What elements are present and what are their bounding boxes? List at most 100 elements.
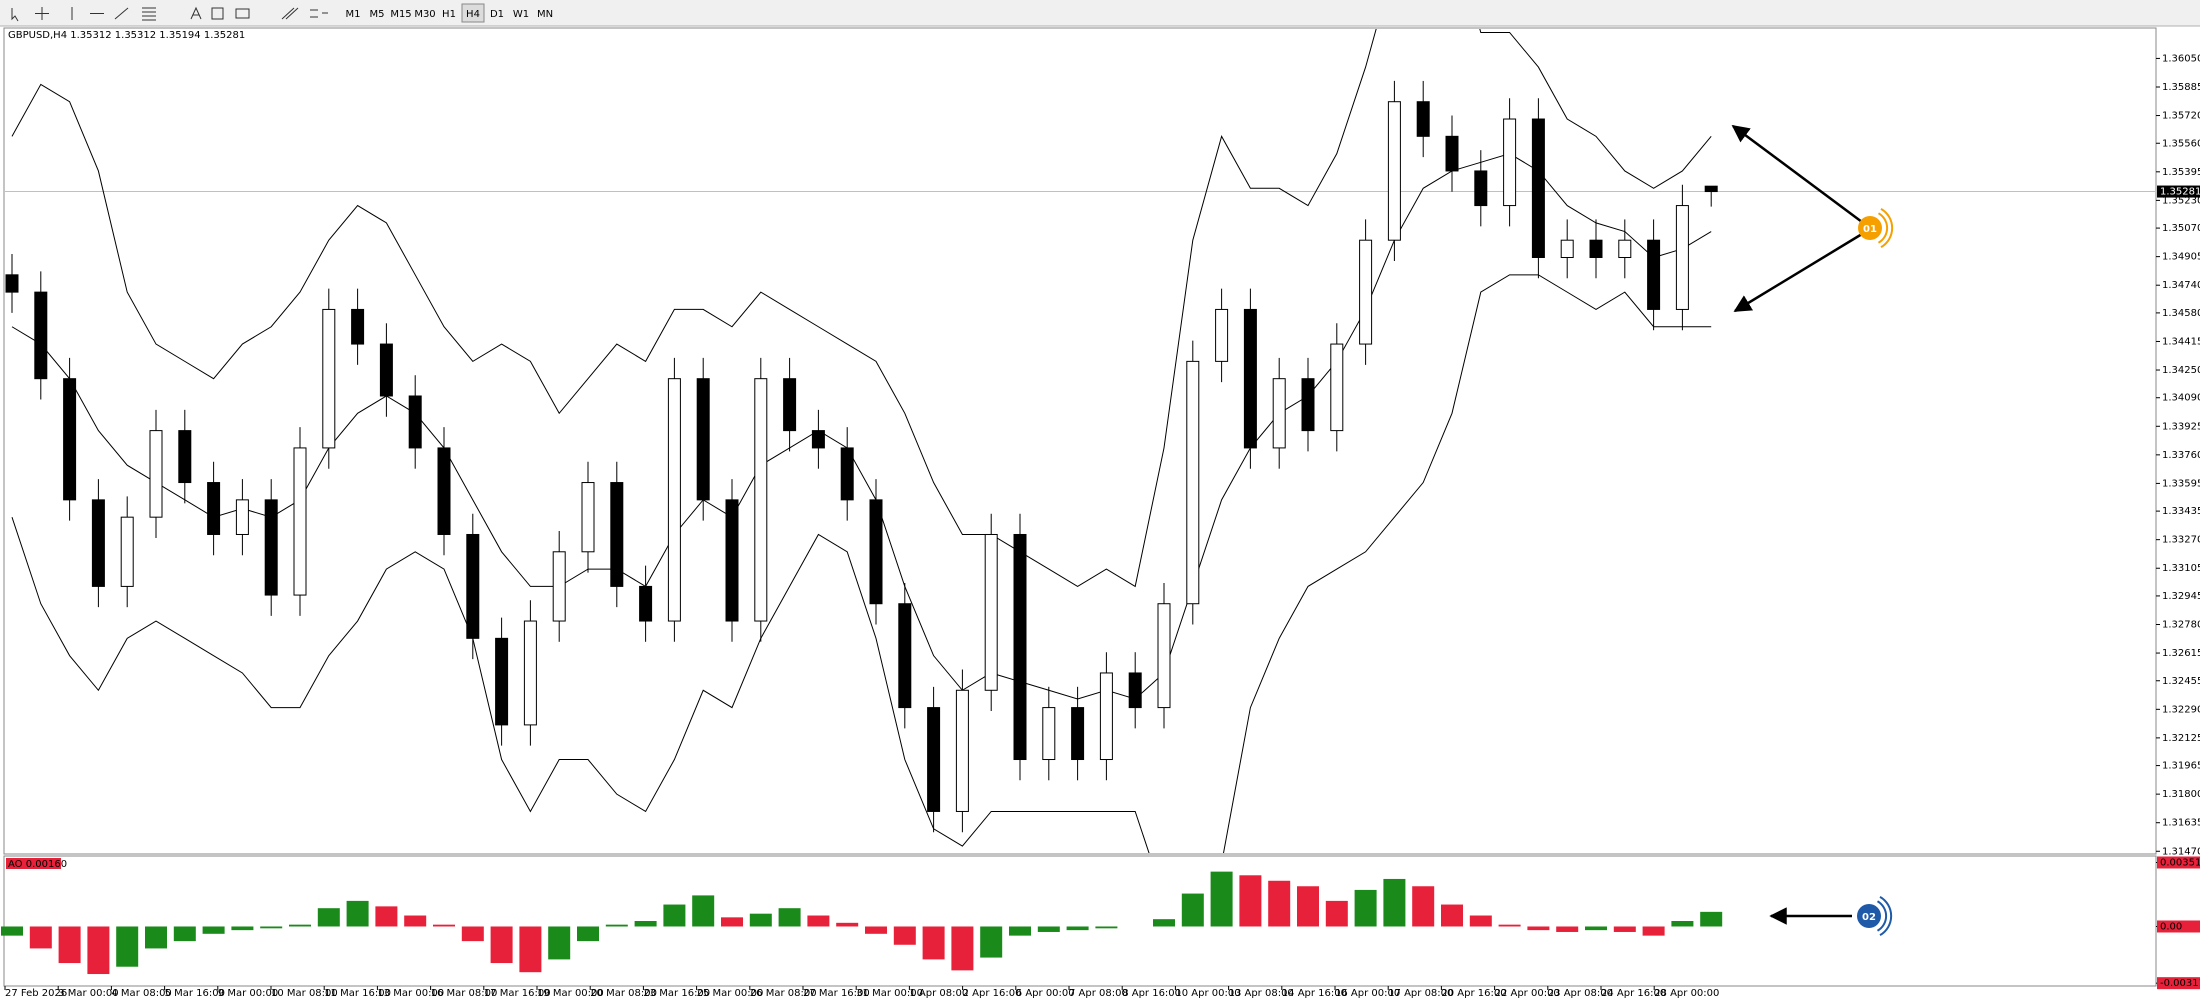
label-tool[interactable] xyxy=(211,7,224,20)
timeframe-button[interactable] xyxy=(510,4,532,22)
y-tick-label: 1.33925 xyxy=(2162,421,2200,432)
histogram-bar xyxy=(807,915,830,927)
histogram-bar xyxy=(87,926,110,975)
y-tick-label: 0.003512 xyxy=(2160,857,2200,868)
candle-body xyxy=(379,343,393,397)
candle-body xyxy=(552,551,566,622)
x-tick-label: 13 Apr 08:00 xyxy=(1229,988,1294,999)
x-tick-label: 1 Apr 08:00 xyxy=(909,988,968,999)
candle-body xyxy=(754,378,768,622)
histogram-bar xyxy=(1527,926,1550,931)
y-tick-label: 1.33435 xyxy=(2162,506,2200,517)
histogram-bar xyxy=(663,904,686,927)
histogram-bar xyxy=(375,906,398,927)
timeframe-label[interactable]: H4 xyxy=(466,9,480,20)
histogram-bar xyxy=(1671,921,1694,927)
cursor-tool[interactable] xyxy=(11,8,19,22)
x-tick-label: 17 Mar 16:00 xyxy=(484,988,551,999)
annotation-badge xyxy=(1858,216,1882,240)
histogram-bar xyxy=(461,926,484,942)
candle-body xyxy=(1099,672,1113,761)
histogram-bar xyxy=(1469,915,1492,927)
candle-body xyxy=(1128,672,1142,709)
timeframe-button[interactable] xyxy=(414,4,436,22)
timeframe-label[interactable]: M1 xyxy=(346,9,361,20)
y-tick-label: 1.33760 xyxy=(2162,450,2200,461)
candle-body xyxy=(1704,185,1718,193)
histogram-bar xyxy=(1700,911,1723,927)
timeframe-label[interactable]: M15 xyxy=(390,9,411,20)
histogram-bar xyxy=(1585,926,1607,931)
text-tool[interactable] xyxy=(190,6,202,20)
candle-body xyxy=(34,291,48,380)
candle-body xyxy=(581,482,595,553)
crosshair-tool[interactable] xyxy=(35,7,49,20)
bollinger-lower xyxy=(11,274,1712,853)
x-tick-label: 10 Mar 08:00 xyxy=(271,988,338,999)
timeframe-button[interactable] xyxy=(534,4,556,22)
main-pane xyxy=(3,27,2157,855)
rect-tool[interactable] xyxy=(235,8,250,19)
timeframe-label[interactable]: M5 xyxy=(370,9,385,20)
x-tick-label: 22 Apr 00:00 xyxy=(1495,988,1560,999)
candle-body xyxy=(1589,239,1603,259)
x-tick-label: 2 Apr 16:00 xyxy=(963,988,1022,999)
timeframe-label[interactable]: H1 xyxy=(442,9,456,20)
candle-body xyxy=(1157,603,1171,709)
timeframe-label[interactable]: D1 xyxy=(490,9,504,20)
timeframe-label[interactable]: M30 xyxy=(414,9,435,20)
candle-body xyxy=(725,499,739,622)
annotations: 01 02 xyxy=(1857,207,1894,937)
y-tick-label: 1.32125 xyxy=(2162,733,2200,744)
trendline-tool[interactable] xyxy=(114,7,129,20)
x-tick-label: 24 Apr 16:00 xyxy=(1601,988,1666,999)
x-tick-label: 16 Apr 00:00 xyxy=(1335,988,1400,999)
annotation-ring xyxy=(1880,207,1894,249)
x-tick-label: 10 Apr 00:00 xyxy=(1175,988,1240,999)
histogram-bar xyxy=(490,926,513,964)
timeframe-label[interactable]: MN xyxy=(537,9,553,20)
x-tick-label: 4 Mar 08:00 xyxy=(111,988,171,999)
candle-body xyxy=(1445,135,1459,172)
timeframe-button[interactable] xyxy=(438,4,460,22)
shapes-tool[interactable] xyxy=(310,9,328,18)
annotation-arrows xyxy=(1731,124,1863,925)
candle-body xyxy=(91,499,105,587)
histogram-bar xyxy=(404,915,427,927)
candle-body xyxy=(783,378,797,432)
histogram-bar xyxy=(1268,880,1291,927)
y-tick-label: 1.34415 xyxy=(2162,336,2200,347)
timeframe-button[interactable] xyxy=(366,4,388,22)
x-tick-label: 27 Mar 16:00 xyxy=(803,988,870,999)
histogram-bar xyxy=(1066,926,1089,931)
y-tick-label: 1.35720 xyxy=(2162,111,2200,122)
candle-body xyxy=(1618,239,1632,259)
y-tick-label: 1.31800 xyxy=(2162,789,2200,800)
histogram-bar xyxy=(519,926,542,973)
candle-body xyxy=(63,378,77,501)
y-tick-label: 1.35230 xyxy=(2162,195,2200,206)
histogram-bar xyxy=(1,926,23,936)
y-tick-label: 1.31470 xyxy=(2162,846,2200,857)
candle-body xyxy=(811,430,825,449)
timeframe-button[interactable] xyxy=(390,4,412,22)
x-tick-label: 14 Apr 16:00 xyxy=(1282,988,1347,999)
candle-body xyxy=(466,533,480,639)
candle-body xyxy=(955,689,969,812)
timeframe-button[interactable] xyxy=(342,4,364,22)
histogram-bar xyxy=(548,926,571,960)
timeframe-button[interactable] xyxy=(486,4,508,22)
histogram-bar xyxy=(433,924,455,927)
y-tick-label: 1.31965 xyxy=(2162,761,2200,772)
timeframe-label[interactable]: W1 xyxy=(513,9,529,20)
timeframe-button[interactable] xyxy=(461,3,485,23)
candle-body xyxy=(927,707,941,812)
channel-tool[interactable] xyxy=(142,7,156,21)
fibo-tool[interactable] xyxy=(281,7,299,20)
y-tick-badge xyxy=(2157,856,2200,869)
x-tick-label: 31 Mar 00:00 xyxy=(856,988,923,999)
histogram-bar xyxy=(29,926,52,949)
annotation-ring xyxy=(1877,212,1889,244)
candle-body xyxy=(984,533,998,691)
histogram-bar xyxy=(1095,926,1118,929)
